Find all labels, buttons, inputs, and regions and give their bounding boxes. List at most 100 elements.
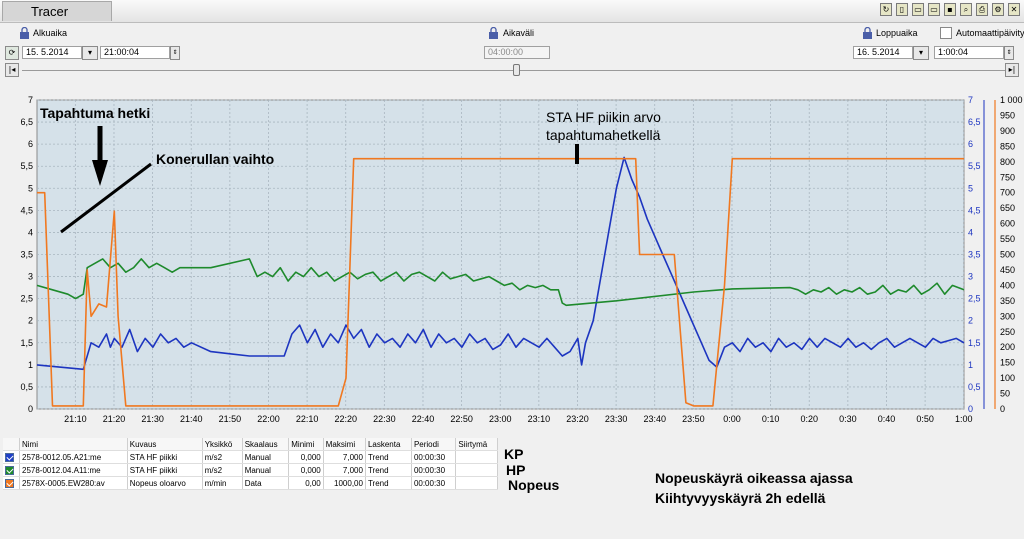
close-icon[interactable]: ✕ (1008, 3, 1020, 16)
table-row[interactable]: 2578-0012.04.A11:me STA HF piikki m/s2 M… (3, 463, 498, 477)
table-row[interactable]: 2578-0012.05.A21:me STA HF piikki m/s2 M… (3, 450, 498, 464)
interval-select[interactable]: 04:00:00 (484, 46, 550, 59)
auto-update-checkbox[interactable] (940, 27, 952, 39)
slider-start-button[interactable]: |◂ (5, 63, 19, 77)
y-right-speed-tick-label: 1 000 (1000, 95, 1023, 105)
annotation-roller-change: Konerullan vaihto (156, 151, 274, 167)
y-left-tick-label: 5 (28, 183, 33, 193)
app-title-tab[interactable]: Tracer (2, 1, 112, 21)
series-shift (455, 463, 498, 477)
x-tick-label: 23:10 (528, 414, 551, 424)
y-right-kp-tick-label: 4 (968, 227, 973, 237)
legend-header-period[interactable]: Periodi (411, 438, 457, 451)
series-desc: STA HF piikki (127, 463, 203, 477)
series-unit: m/min (202, 476, 243, 490)
series-scale: Manual (242, 450, 290, 464)
legend-header-scale[interactable]: Skaalaus (242, 438, 290, 451)
series-max: 1000,00 (323, 476, 366, 490)
new-document-icon[interactable]: ▯ (896, 3, 908, 16)
slider-end-button[interactable]: ▸| (1005, 63, 1019, 77)
y-right-speed-tick-label: 900 (1000, 126, 1015, 136)
x-tick-label: 23:40 (643, 414, 666, 424)
x-tick-label: 22:10 (296, 414, 319, 424)
legend-checkbox[interactable] (3, 450, 20, 464)
y-right-kp-tick-label: 2,5 (968, 294, 981, 304)
annotation-speed: Nopeus (508, 477, 560, 493)
y-right-kp-tick-label: 1,5 (968, 338, 981, 348)
start-time-field[interactable]: 21:00:04 (100, 46, 170, 59)
legend-checkbox[interactable] (3, 476, 20, 490)
legend-header-shift[interactable]: Siirtymä (455, 438, 498, 451)
legend-header-min[interactable]: Minimi (288, 438, 324, 451)
y-left-tick-label: 0,5 (20, 382, 33, 392)
y-right-kp-tick-label: 5,5 (968, 161, 981, 171)
y-right-speed-tick-label: 650 (1000, 203, 1015, 213)
folder-icon[interactable]: ▭ (928, 3, 940, 16)
start-date-field[interactable]: 15. 5.2014 (22, 46, 82, 59)
trend-chart-svg: 21:10 21:20 21:30 21:40 21:50 22:00 22:10 22:20… (20, 95, 1023, 424)
y-right-kp-tick-label: 7 (968, 95, 973, 105)
lock-icon[interactable] (862, 27, 873, 39)
x-tick-label: 22:20 (334, 414, 357, 424)
table-row[interactable]: 2578X-0005.EW280:av Nopeus oloarvo m/min… (3, 476, 498, 490)
series-calc: Trend (365, 463, 412, 477)
end-date-field[interactable]: 16. 5.2014 (853, 46, 913, 59)
interval-label: Aikaväli (503, 28, 535, 38)
refresh-icon[interactable]: ↻ (880, 3, 892, 16)
series-period: 00:00:30 (411, 450, 457, 464)
app-title: Tracer (31, 4, 69, 19)
y-left-tick-label: 4 (28, 227, 33, 237)
open-folder-icon[interactable]: ▭ (912, 3, 924, 16)
x-tick-label: 21:40 (180, 414, 203, 424)
x-tick-label: 0:00 (723, 414, 741, 424)
time-slider-thumb[interactable] (513, 64, 520, 76)
calendar-dropdown-icon[interactable]: ▾ (82, 46, 98, 60)
y-right-kp-tick-label: 3,5 (968, 250, 981, 260)
x-tick-label: 0:10 (762, 414, 780, 424)
series-shift (455, 450, 498, 464)
series-min: 0,00 (288, 476, 324, 490)
start-time-spinner[interactable]: ⇕ (170, 46, 180, 60)
y-left-tick-label: 0 (28, 404, 33, 414)
legend-table: Nimi Kuvaus Yksikkö Skaalaus Minimi Maks… (3, 438, 498, 490)
lock-icon[interactable] (488, 27, 499, 39)
annotation-note-line2: Kiihtyvyyskäyrä 2h edellä (655, 490, 826, 506)
refresh-range-button[interactable]: ⟳ (5, 46, 19, 60)
x-tick-label: 23:30 (605, 414, 628, 424)
y-right-speed-tick-label: 850 (1000, 141, 1015, 151)
series-unit: m/s2 (202, 450, 243, 464)
legend-header-unit[interactable]: Yksikkö (202, 438, 243, 451)
start-time-label: Alkuaika (33, 28, 68, 38)
y-right-speed-tick-label: 150 (1000, 358, 1015, 368)
legend-header-max[interactable]: Maksimi (323, 438, 366, 451)
y-right-speed-tick-label: 800 (1000, 157, 1015, 167)
y-right-speed-tick-label: 350 (1000, 296, 1015, 306)
legend-header-desc[interactable]: Kuvaus (127, 438, 203, 451)
y-right-kp-tick-label: 6 (968, 139, 973, 149)
lock-icon[interactable] (19, 27, 30, 39)
series-calc: Trend (365, 450, 412, 464)
end-time-field[interactable]: 1:00:04 (934, 46, 1004, 59)
calendar-dropdown-icon[interactable]: ▾ (913, 46, 929, 60)
y-right-kp-tick-label: 2 (968, 316, 973, 326)
y-left-tick-label: 5,5 (20, 161, 33, 171)
legend-header-calc[interactable]: Laskenta (365, 438, 412, 451)
series-name: 2578-0012.04.A11:me (19, 463, 128, 477)
y-right-speed-tick-label: 550 (1000, 234, 1015, 244)
zoom-icon[interactable]: ⌕ (960, 3, 972, 16)
x-tick-label: 21:30 (141, 414, 164, 424)
x-tick-label: 22:00 (257, 414, 280, 424)
print-icon[interactable]: ⎙ (976, 3, 988, 16)
save-icon[interactable]: ▪ (944, 3, 956, 16)
x-tick-label: 21:10 (64, 414, 87, 424)
y-left-tick-label: 2 (28, 316, 33, 326)
legend-checkbox[interactable] (3, 463, 20, 477)
x-tick-label: 22:50 (450, 414, 473, 424)
legend-header-name[interactable]: Nimi (19, 438, 128, 451)
end-time-spinner[interactable]: ⇕ (1004, 46, 1014, 60)
series-scale: Data (242, 476, 290, 490)
annotation-sta-hf-peak: tapahtumahetkellä (546, 127, 661, 143)
settings-icon[interactable]: ⚙ (992, 3, 1004, 16)
x-tick-label: 21:50 (219, 414, 242, 424)
x-tick-label: 22:40 (412, 414, 435, 424)
